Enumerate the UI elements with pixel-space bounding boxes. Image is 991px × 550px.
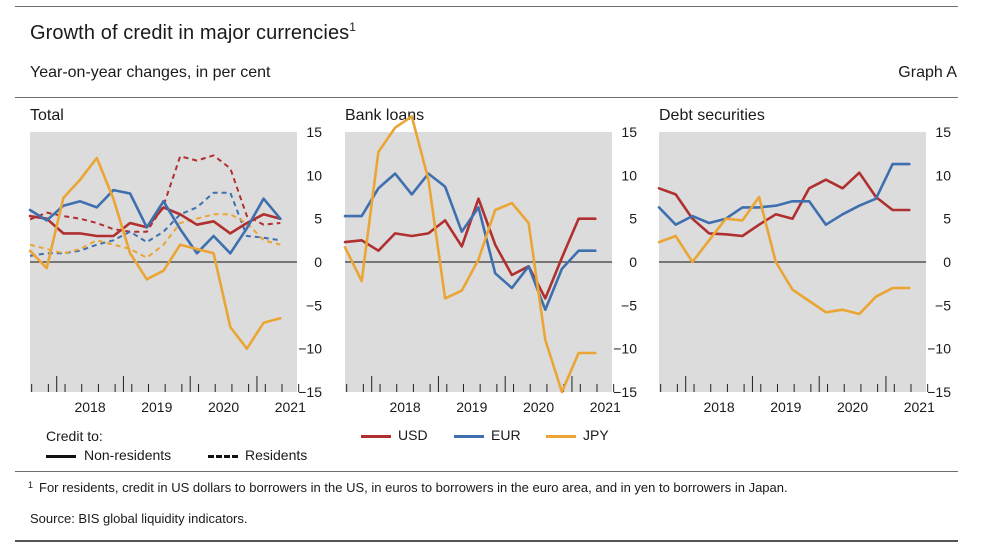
legend-usd-swatch — [361, 435, 391, 438]
legend-non-residents: Non-residents — [84, 447, 172, 463]
series-line-total-usd — [28, 206, 282, 238]
series-line-debt-securities-jpy — [657, 195, 911, 316]
panel-title-bank-loans: Bank loans — [345, 107, 425, 124]
series-line-total-eur-residents — [29, 191, 281, 257]
panel-total: 15 10 5 0 −5 −10 −15 2018 2019 2020 2021 — [28, 124, 322, 415]
x-tick-label-bank-loans: 2021 — [590, 399, 621, 415]
legend-usd: USD — [398, 427, 428, 443]
series-line-bank-loans-eur — [343, 172, 597, 312]
legend-solid-swatch — [46, 455, 76, 458]
y-tick-label-total: 15 — [306, 124, 322, 140]
series-line-total-eur — [28, 188, 282, 255]
y-tick-label-total: 5 — [314, 211, 322, 227]
legend-credit-to-label: Credit to: — [46, 428, 103, 444]
y-tick-label-debt-securities: 0 — [943, 254, 951, 270]
panel-title-debt-securities: Debt securities — [659, 107, 765, 124]
y-tick-label-bank-loans: −5 — [621, 297, 637, 313]
graph-label: Graph A — [898, 64, 957, 81]
y-tick-label-total: −10 — [298, 341, 322, 357]
top-rule — [15, 6, 958, 7]
legend-eur-swatch — [454, 435, 484, 438]
graph-title: Growth of credit in major currencies1 — [30, 20, 357, 44]
y-tick-label-total: 0 — [314, 254, 322, 270]
y-tick-label-bank-loans: −15 — [613, 384, 637, 400]
legend-eur: EUR — [491, 427, 521, 443]
y-tick-label-debt-securities: −5 — [935, 297, 951, 313]
x-tick-label-debt-securities: 2021 — [904, 399, 935, 415]
title-footnote-marker: 1 — [349, 20, 357, 34]
legend-jpy: JPY — [583, 427, 609, 443]
source-note: Source: BIS global liquidity indicators. — [30, 511, 248, 526]
y-tick-label-debt-securities: 5 — [943, 211, 951, 227]
x-tick-label-debt-securities: 2020 — [837, 399, 868, 415]
x-tick-label-debt-securities: 2019 — [770, 399, 801, 415]
x-tick-label-debt-securities: 2018 — [703, 399, 734, 415]
series-line-bank-loans-jpy — [343, 115, 597, 394]
legend-dashed-swatch — [208, 455, 238, 458]
panel-debt-securities: 15 10 5 0 −5 −10 −15 2018 2019 2020 2021 — [657, 124, 951, 415]
footnote-text: For residents, credit in US dollars to b… — [39, 480, 788, 495]
y-tick-label-debt-securities: −15 — [927, 384, 951, 400]
legend-jpy-swatch — [546, 435, 576, 438]
bottom-rule — [15, 540, 958, 542]
graph-subtitle: Year-on-year changes, in per cent — [30, 64, 271, 81]
series-line-debt-securities-eur — [657, 162, 911, 226]
header-rule — [15, 97, 958, 98]
y-tick-label-bank-loans: 5 — [629, 211, 637, 227]
y-tick-label-bank-loans: 0 — [629, 254, 637, 270]
y-tick-label-debt-securities: 15 — [935, 124, 951, 140]
legend-rule — [15, 471, 958, 472]
x-tick-label-bank-loans: 2020 — [523, 399, 554, 415]
x-tick-label-total: 2018 — [74, 399, 105, 415]
legend-residents: Residents — [245, 447, 308, 463]
x-tick-label-total: 2019 — [141, 399, 172, 415]
x-tick-label-total: 2021 — [275, 399, 306, 415]
panel-bank-loans: 15 10 5 0 −5 −10 −15 2018 2019 2020 2021 — [343, 115, 637, 415]
series-line-debt-securities-usd — [657, 171, 911, 238]
y-tick-label-total: 10 — [306, 167, 322, 183]
y-tick-label-total: −15 — [298, 384, 322, 400]
footnote: 1 For residents, credit in US dollars to … — [28, 480, 788, 495]
x-tick-label-bank-loans: 2018 — [389, 399, 420, 415]
y-tick-label-debt-securities: −10 — [927, 341, 951, 357]
y-tick-label-debt-securities: 10 — [935, 167, 951, 183]
x-tick-label-bank-loans: 2019 — [456, 399, 487, 415]
panel-title-total: Total — [30, 107, 64, 124]
chart-area: 15 10 5 0 −5 −10 −15 2018 2019 2020 2021 15 10 5 0 −5 −1… — [28, 115, 951, 415]
series-line-bank-loans-usd — [343, 197, 597, 300]
y-tick-label-bank-loans: −10 — [613, 341, 637, 357]
footnote-marker: 1 — [28, 480, 34, 490]
y-tick-label-bank-loans: 10 — [621, 167, 637, 183]
series-line-total-jpy — [28, 156, 282, 351]
x-tick-label-total: 2020 — [208, 399, 239, 415]
y-tick-label-bank-loans: 15 — [621, 124, 637, 140]
y-tick-label-total: −5 — [306, 297, 322, 313]
